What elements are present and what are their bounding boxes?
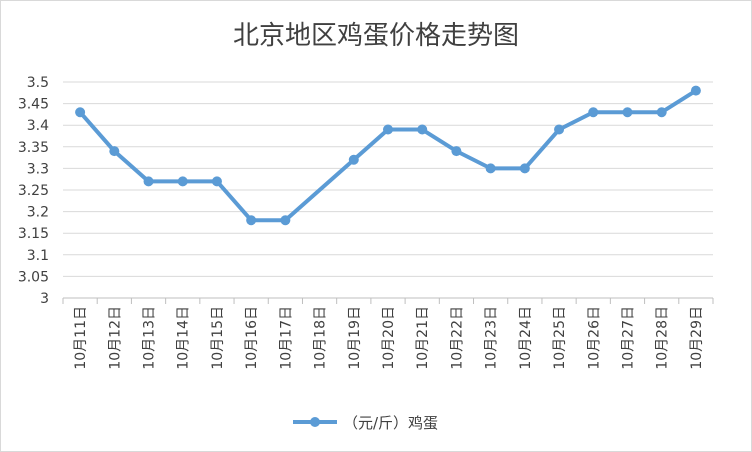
y-tick-label: 3.5 [27, 75, 49, 91]
series-line [78, 88, 698, 223]
y-tick-label: 3.45 [18, 97, 49, 113]
x-tick-label: 10月29日 [689, 306, 705, 370]
data-point [690, 85, 701, 96]
x-tick-label: 10月14日 [176, 306, 192, 370]
y-tick-label: 3.1 [27, 248, 49, 264]
x-tick-label: 10月26日 [586, 306, 602, 370]
x-tick-label: 10月27日 [620, 306, 636, 370]
x-tick-label: 10月25日 [552, 306, 568, 370]
y-tick-label: 3.35 [18, 140, 49, 156]
data-point [109, 146, 120, 157]
data-point [177, 176, 188, 187]
data-point [451, 146, 462, 157]
y-tick-label: 3 [40, 291, 49, 307]
series-layer [75, 85, 701, 226]
legend: （元/斤）鸡蛋 [293, 414, 438, 432]
data-point [656, 107, 667, 118]
data-point [246, 215, 257, 226]
data-point [588, 107, 599, 118]
data-point [383, 124, 393, 135]
x-tick-label: 10月12日 [107, 306, 123, 370]
y-tick-label: 3.25 [18, 183, 49, 199]
data-point [143, 176, 154, 187]
y-tick-label: 3.05 [18, 269, 49, 285]
grid-lines [63, 81, 713, 277]
x-tick-label: 10月16日 [244, 306, 260, 370]
data-point [622, 107, 633, 118]
data-point [280, 215, 291, 226]
x-tick-label: 10月23日 [484, 306, 500, 370]
x-tick-label: 10月19日 [347, 306, 363, 370]
x-tick-label: 10月18日 [313, 306, 329, 370]
x-tick-label: 10月15日 [210, 306, 226, 370]
data-point [75, 107, 86, 118]
x-tick-label: 10月20日 [381, 306, 397, 370]
y-tick-label: 3.15 [18, 226, 49, 242]
legend-dot-marker [310, 417, 320, 427]
data-point [554, 124, 565, 135]
y-tick-label: 3.4 [27, 118, 49, 134]
x-tick-label: 10月22日 [449, 306, 465, 370]
x-tick-label: 10月11日 [73, 306, 89, 370]
x-tick-label: 10月24日 [518, 306, 534, 370]
legend-label: （元/斤）鸡蛋 [343, 414, 438, 432]
data-point [519, 163, 530, 174]
chart-title: 北京地区鸡蛋价格走势图 [233, 21, 519, 51]
data-point [417, 124, 428, 135]
x-tick-label: 10月28日 [655, 306, 671, 370]
data-point [485, 163, 496, 174]
y-axis-ticks: 3 3.05 3.1 3.15 3.2 3.25 3.3 3.35 3.4 3.45 3.5 [18, 75, 49, 307]
x-axis: 10月11日 10月12日 10月13日 10月14日 10月15日 10月16日 10月1… [62, 297, 714, 370]
x-tick-label: 10月21日 [415, 306, 431, 370]
y-tick-label: 3.2 [27, 205, 49, 221]
x-tick-label: 10月17日 [278, 306, 294, 370]
data-point [211, 176, 222, 187]
data-point [348, 154, 359, 165]
x-tick-label: 10月13日 [142, 306, 158, 370]
y-tick-label: 3.3 [27, 161, 49, 177]
